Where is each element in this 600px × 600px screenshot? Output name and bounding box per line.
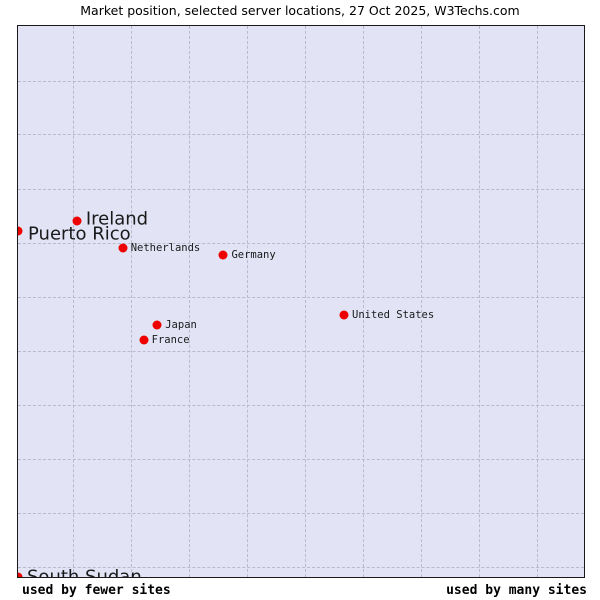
gridline-vertical bbox=[537, 26, 538, 577]
data-point-marker[interactable] bbox=[152, 320, 162, 330]
gridline-horizontal bbox=[18, 405, 584, 406]
x-axis-label-right: used by many sites bbox=[446, 583, 587, 598]
gridline-vertical bbox=[247, 26, 248, 577]
data-point-marker[interactable] bbox=[18, 572, 23, 577]
data-point-marker[interactable] bbox=[118, 243, 128, 253]
gridline-horizontal bbox=[18, 459, 584, 460]
gridline-horizontal bbox=[18, 81, 584, 82]
gridline-vertical bbox=[131, 26, 132, 577]
y-axis-label-low: used by low traffic sites bbox=[0, 355, 16, 590]
data-point-marker[interactable] bbox=[18, 226, 23, 236]
y-axis-label-low-text: used by low traffic sites bbox=[0, 394, 1, 590]
x-axis-label-left: used by fewer sites bbox=[22, 583, 171, 598]
data-point-label: South Sudan bbox=[27, 566, 142, 578]
data-point-label: Ireland bbox=[85, 208, 149, 230]
chart-title: Market position, selected server locatio… bbox=[80, 3, 520, 18]
data-point-label: France bbox=[151, 334, 190, 347]
gridline-vertical bbox=[363, 26, 364, 577]
data-point-label: Japan bbox=[165, 319, 197, 332]
data-point-marker[interactable] bbox=[339, 310, 349, 320]
gridline-vertical bbox=[189, 26, 190, 577]
y-axis-label-high-text: used by high traffic sites bbox=[0, 67, 1, 271]
gridline-vertical bbox=[479, 26, 480, 577]
plot-area: Puerto Rico Ireland Netherlands Germany Unit… bbox=[17, 25, 585, 578]
gridline-vertical bbox=[305, 26, 306, 577]
data-point-label: Germany bbox=[231, 249, 276, 262]
gridline-horizontal bbox=[18, 567, 584, 568]
data-point-label: Puerto Rico bbox=[28, 223, 131, 245]
gridline-horizontal bbox=[18, 297, 584, 298]
data-point-marker[interactable] bbox=[72, 216, 82, 226]
y-axis-label-high: used by high traffic sites bbox=[0, 25, 16, 271]
gridline-horizontal bbox=[18, 513, 584, 514]
gridline-horizontal bbox=[18, 351, 584, 352]
gridline-horizontal bbox=[18, 189, 584, 190]
data-point-marker[interactable] bbox=[218, 250, 228, 260]
gridline-vertical bbox=[73, 26, 74, 577]
gridline-vertical bbox=[421, 26, 422, 577]
gridline-horizontal bbox=[18, 243, 584, 244]
data-point-marker[interactable] bbox=[139, 335, 149, 345]
gridline-horizontal bbox=[18, 134, 584, 135]
